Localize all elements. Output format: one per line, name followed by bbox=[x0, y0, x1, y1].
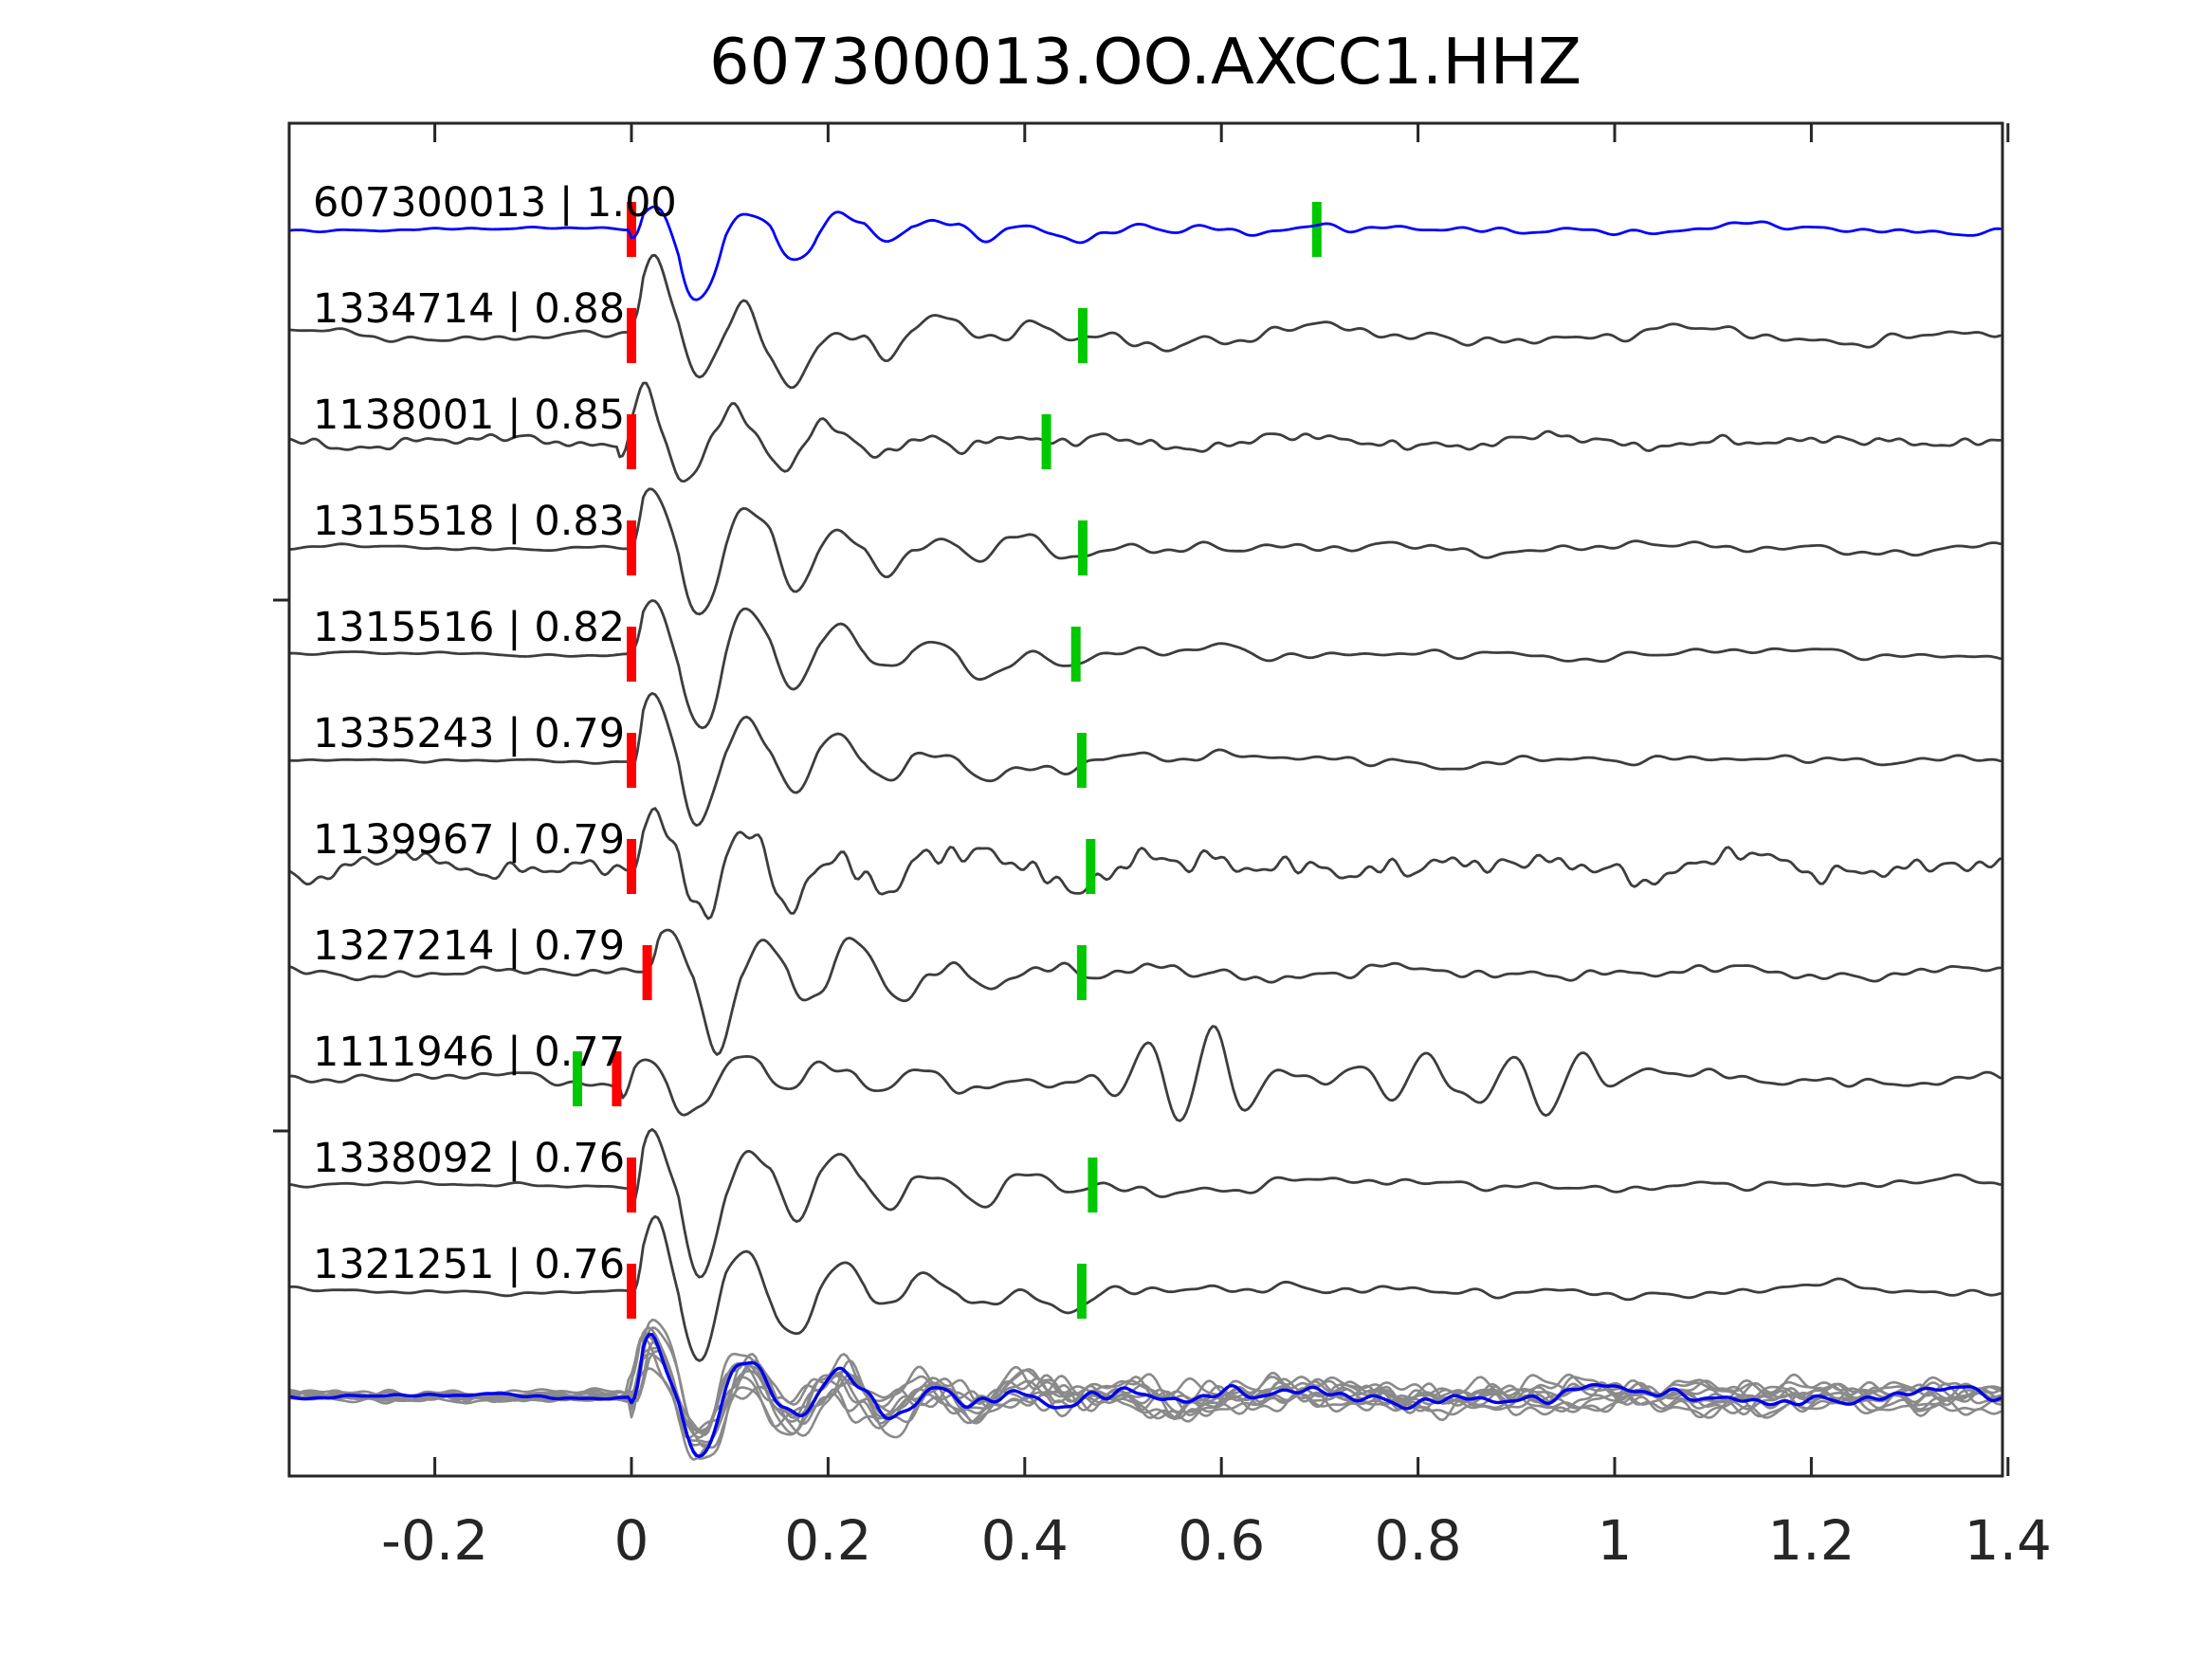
trace-label: 1315518 | 0.83 bbox=[313, 498, 625, 545]
axes-group bbox=[273, 121, 2010, 1478]
green-pick-marker bbox=[1086, 839, 1096, 894]
green-pick-marker bbox=[1078, 308, 1088, 363]
green-pick-marker bbox=[1076, 945, 1087, 1000]
red-pick-marker bbox=[627, 308, 636, 363]
detection-waveform bbox=[287, 692, 2002, 828]
green-pick-marker bbox=[1088, 1158, 1098, 1212]
x-tick-label: 0.6 bbox=[1178, 1508, 1265, 1573]
stack-mean-waveform bbox=[287, 1332, 2002, 1459]
green-pick-marker bbox=[1076, 733, 1087, 788]
trace-label: 1335243 | 0.79 bbox=[313, 710, 625, 757]
red-pick-marker bbox=[627, 520, 636, 575]
red-pick-marker bbox=[627, 733, 636, 788]
stack-overlay-waveform bbox=[287, 1365, 2002, 1444]
trace-label: 1321251 | 0.76 bbox=[313, 1241, 625, 1288]
detection-waveform bbox=[287, 928, 2002, 1056]
detection-waveform bbox=[287, 253, 2002, 390]
trace-label: 607300013 | 1.00 bbox=[313, 179, 677, 227]
detection-waveform bbox=[287, 807, 2002, 921]
detection-waveform bbox=[287, 1214, 2002, 1362]
green-pick-marker bbox=[573, 1051, 582, 1106]
detection-waveform bbox=[287, 1128, 2002, 1279]
trace-label: 1334714 | 0.88 bbox=[313, 285, 625, 333]
x-tick-label: 0 bbox=[614, 1508, 649, 1573]
red-pick-marker bbox=[627, 202, 636, 257]
trace-label: 1327214 | 0.79 bbox=[313, 922, 625, 970]
detection-waveform bbox=[287, 599, 2002, 730]
green-pick-marker bbox=[1078, 520, 1088, 575]
red-pick-marker bbox=[627, 1264, 636, 1319]
x-tick-label: -0.2 bbox=[381, 1508, 488, 1573]
red-pick-marker bbox=[627, 1158, 636, 1212]
stack-overlay-waveform bbox=[287, 1337, 2002, 1461]
x-tick-label: 1 bbox=[1598, 1508, 1633, 1573]
x-tick-label: 1.2 bbox=[1767, 1508, 1855, 1573]
red-pick-marker bbox=[627, 839, 636, 894]
green-pick-marker bbox=[1041, 414, 1051, 469]
template-waveform bbox=[287, 205, 2002, 301]
red-pick-marker bbox=[627, 414, 636, 469]
red-pick-marker bbox=[612, 1051, 622, 1106]
stack-overlay-waveform bbox=[287, 1319, 2002, 1435]
red-pick-marker bbox=[627, 627, 636, 682]
trace-label: 1338092 | 0.76 bbox=[313, 1135, 625, 1182]
x-tick-label: 0.4 bbox=[981, 1508, 1069, 1573]
pick-markers-group bbox=[573, 202, 1322, 1319]
trace-label: 1138001 | 0.85 bbox=[313, 392, 625, 439]
green-pick-marker bbox=[1311, 202, 1322, 257]
plot-title: 607300013.OO.AXCC1.HHZ bbox=[709, 25, 1581, 99]
detection-waveform bbox=[287, 381, 2002, 483]
trace-label: 1315516 | 0.82 bbox=[313, 604, 625, 651]
labels-group: -0.2 0 0.2 0.4 0.6 0.8 1 1.2 1.4 607300013 | 1.00… bbox=[313, 179, 2052, 1573]
axes-frame bbox=[287, 121, 2004, 1478]
red-pick-marker bbox=[642, 945, 652, 1000]
x-tick-label: 0.8 bbox=[1374, 1508, 1461, 1573]
x-tick-label: 1.4 bbox=[1965, 1508, 2052, 1573]
green-pick-marker bbox=[1070, 627, 1081, 682]
x-tick-label: 0.2 bbox=[784, 1508, 871, 1573]
trace-label: 1139967 | 0.79 bbox=[313, 816, 625, 864]
detection-waveform bbox=[287, 487, 2002, 616]
template-trace-group bbox=[287, 205, 2002, 1459]
green-pick-marker bbox=[1076, 1264, 1087, 1319]
trace-label: 1111946 | 0.77 bbox=[313, 1029, 625, 1076]
